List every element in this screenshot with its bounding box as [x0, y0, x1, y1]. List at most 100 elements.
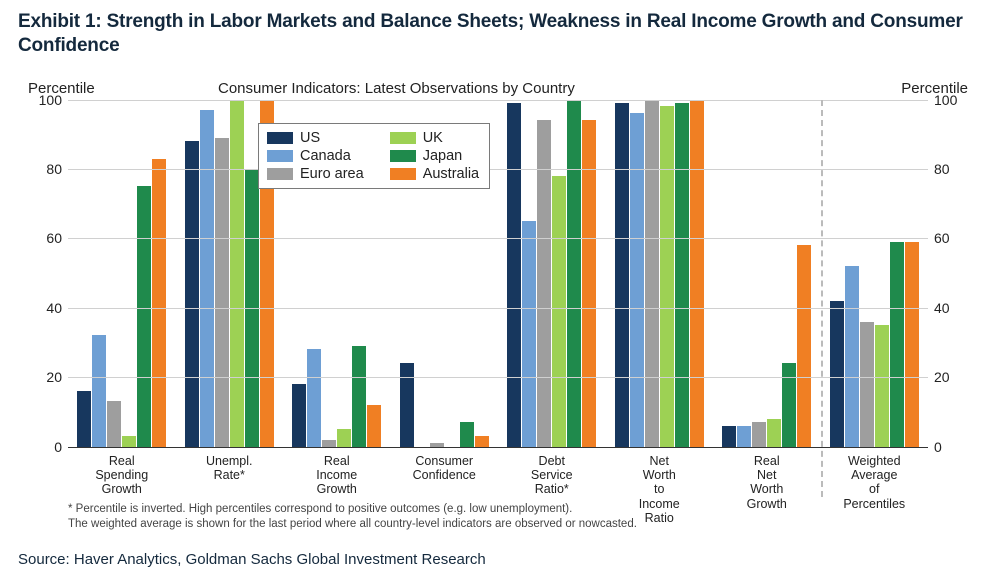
bars: [507, 100, 597, 447]
bar: [507, 103, 521, 447]
ytick-left: 0: [54, 439, 62, 455]
bar: [337, 429, 351, 446]
legend-label: Canada: [300, 148, 351, 164]
bar: [767, 419, 781, 447]
bar: [400, 363, 414, 446]
bar: [782, 363, 796, 446]
gridline: [68, 308, 928, 309]
legend-label: Euro area: [300, 166, 364, 182]
bar: [722, 426, 736, 447]
legend-swatch: [390, 150, 416, 162]
bar: [367, 405, 381, 447]
bar: [430, 443, 444, 446]
exhibit-title: Exhibit 1: Strength in Labor Markets and…: [18, 10, 982, 58]
x-axis-label: RealIncomeGrowth: [283, 452, 391, 498]
bar: [322, 440, 336, 447]
legend-swatch: [267, 150, 293, 162]
bar: [292, 384, 306, 446]
bars: [77, 100, 167, 447]
footnote-line-2: The weighted average is shown for the la…: [68, 517, 982, 533]
legend-swatch: [267, 132, 293, 144]
x-axis-label: ConsumerConfidence: [391, 452, 499, 498]
bar-group: [68, 100, 176, 447]
bar: [185, 141, 199, 446]
source-line: Source: Haver Analytics, Goldman Sachs G…: [18, 551, 982, 568]
bar: [830, 301, 844, 447]
ytick-right: 40: [934, 300, 950, 316]
bar: [630, 113, 644, 446]
legend-item: US: [267, 130, 364, 146]
ytick-right: 60: [934, 230, 950, 246]
ytick-right: 100: [934, 92, 957, 108]
x-axis-label: RealNetWorthGrowth: [713, 452, 821, 498]
ytick-right: 0: [934, 439, 942, 455]
bar: [797, 245, 811, 446]
gridline: [68, 238, 928, 239]
bar: [92, 335, 106, 446]
footnote: * Percentile is inverted. High percentil…: [18, 502, 982, 533]
bar: [352, 346, 366, 447]
ytick-left: 60: [46, 230, 62, 246]
bar: [615, 103, 629, 447]
bar-group: [821, 100, 929, 447]
legend-swatch: [267, 168, 293, 180]
legend-swatch: [390, 132, 416, 144]
bar: [860, 322, 874, 447]
bar: [230, 100, 244, 447]
bar: [152, 159, 166, 447]
ytick-left: 40: [46, 300, 62, 316]
ytick-left: 20: [46, 369, 62, 385]
bar: [122, 436, 136, 446]
bar: [875, 325, 889, 446]
bar: [890, 242, 904, 447]
bar: [567, 100, 581, 447]
bars: [614, 100, 704, 447]
ytick-right: 80: [934, 161, 950, 177]
ytick-right: 20: [934, 369, 950, 385]
legend-label: UK: [423, 130, 443, 146]
bar: [200, 110, 214, 447]
x-axis-label: DebtServiceRatio*: [498, 452, 606, 498]
chart-subtitle: Consumer Indicators: Latest Observations…: [218, 80, 575, 97]
bar: [460, 422, 474, 446]
bars: [722, 100, 812, 447]
gridline: [68, 377, 928, 378]
legend-item: Canada: [267, 148, 364, 164]
bar: [137, 186, 151, 446]
x-axis-labels: RealSpendingGrowthUnempl.Rate*RealIncome…: [68, 452, 928, 498]
chart-container: Percentile Consumer Indicators: Latest O…: [18, 78, 978, 498]
bar: [552, 176, 566, 447]
legend-label: Australia: [423, 166, 479, 182]
bar: [675, 103, 689, 447]
bar: [660, 106, 674, 446]
legend-item: UK: [390, 130, 479, 146]
legend-item: Australia: [390, 166, 479, 182]
bar: [690, 100, 704, 447]
plot-area: 002020404060608080100100: [68, 100, 928, 448]
bar: [845, 266, 859, 446]
x-axis-label: WeightedAverageofPercentiles: [821, 452, 929, 498]
bar-group: [713, 100, 821, 447]
bar: [737, 426, 751, 447]
bars: [829, 100, 919, 447]
legend: US UK Canada Japan Euro area Australia: [258, 123, 490, 189]
gridline: [68, 100, 928, 101]
bar: [107, 401, 121, 446]
bar-groups: [68, 100, 928, 447]
bar-group: [498, 100, 606, 447]
bar: [645, 100, 659, 447]
bar: [215, 138, 229, 447]
ytick-left: 100: [39, 92, 62, 108]
x-axis-label: NetWorthtoIncomeRatio: [606, 452, 714, 498]
gridline: [68, 169, 928, 170]
bar: [475, 436, 489, 446]
x-axis-label: Unempl.Rate*: [176, 452, 284, 498]
legend-label: US: [300, 130, 320, 146]
bar: [752, 422, 766, 446]
legend-item: Euro area: [267, 166, 364, 182]
bar-group: [606, 100, 714, 447]
bar: [905, 242, 919, 447]
ytick-left: 80: [46, 161, 62, 177]
legend-item: Japan: [390, 148, 479, 164]
bar: [307, 349, 321, 446]
